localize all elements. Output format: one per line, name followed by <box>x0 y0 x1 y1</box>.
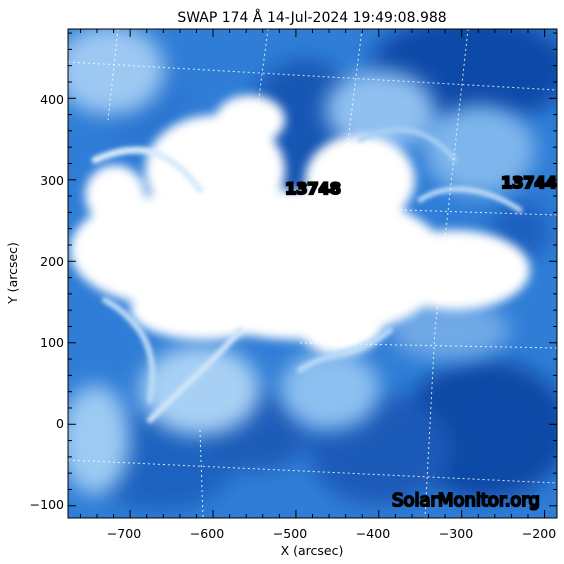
tick-marks <box>68 29 557 518</box>
x-tick-label: −600 <box>190 526 224 541</box>
watermark-label: SolarMonitor.org <box>392 490 540 511</box>
coordinate-grid <box>68 29 557 518</box>
y-tick-label: 0 <box>56 416 64 431</box>
y-tick-label: 300 <box>40 173 64 188</box>
x-tick-label: −700 <box>107 526 141 541</box>
region-labels: 13748 13744 <box>284 172 557 199</box>
x-tick-label: −400 <box>356 526 390 541</box>
bright-active-region <box>70 95 530 355</box>
x-tick-label: −300 <box>439 526 473 541</box>
x-axis-label: X (arcsec) <box>281 543 344 558</box>
y-tick-labels: −100 0 100 200 300 400 <box>30 92 64 512</box>
light-regions <box>68 29 535 495</box>
y-tick-label: 200 <box>40 254 64 269</box>
y-tick-label: 100 <box>40 335 64 350</box>
active-region-label: 13748 <box>285 179 341 198</box>
image-title: SWAP 174 Å 14-Jul-2024 19:49:08.988 <box>177 9 446 26</box>
x-tick-label: −200 <box>522 526 556 541</box>
active-region-label: 13744 <box>501 173 557 192</box>
y-tick-label: −100 <box>30 497 64 512</box>
y-tick-label: 400 <box>40 92 64 107</box>
coronal-loops <box>91 127 523 423</box>
x-tick-labels: −700 −600 −500 −400 −300 −200 <box>107 526 556 541</box>
solar-image: 13748 13744 SolarMonitor.org <box>68 29 557 518</box>
y-axis-label: Y (arcsec) <box>5 242 20 305</box>
x-tick-label: −500 <box>273 526 307 541</box>
